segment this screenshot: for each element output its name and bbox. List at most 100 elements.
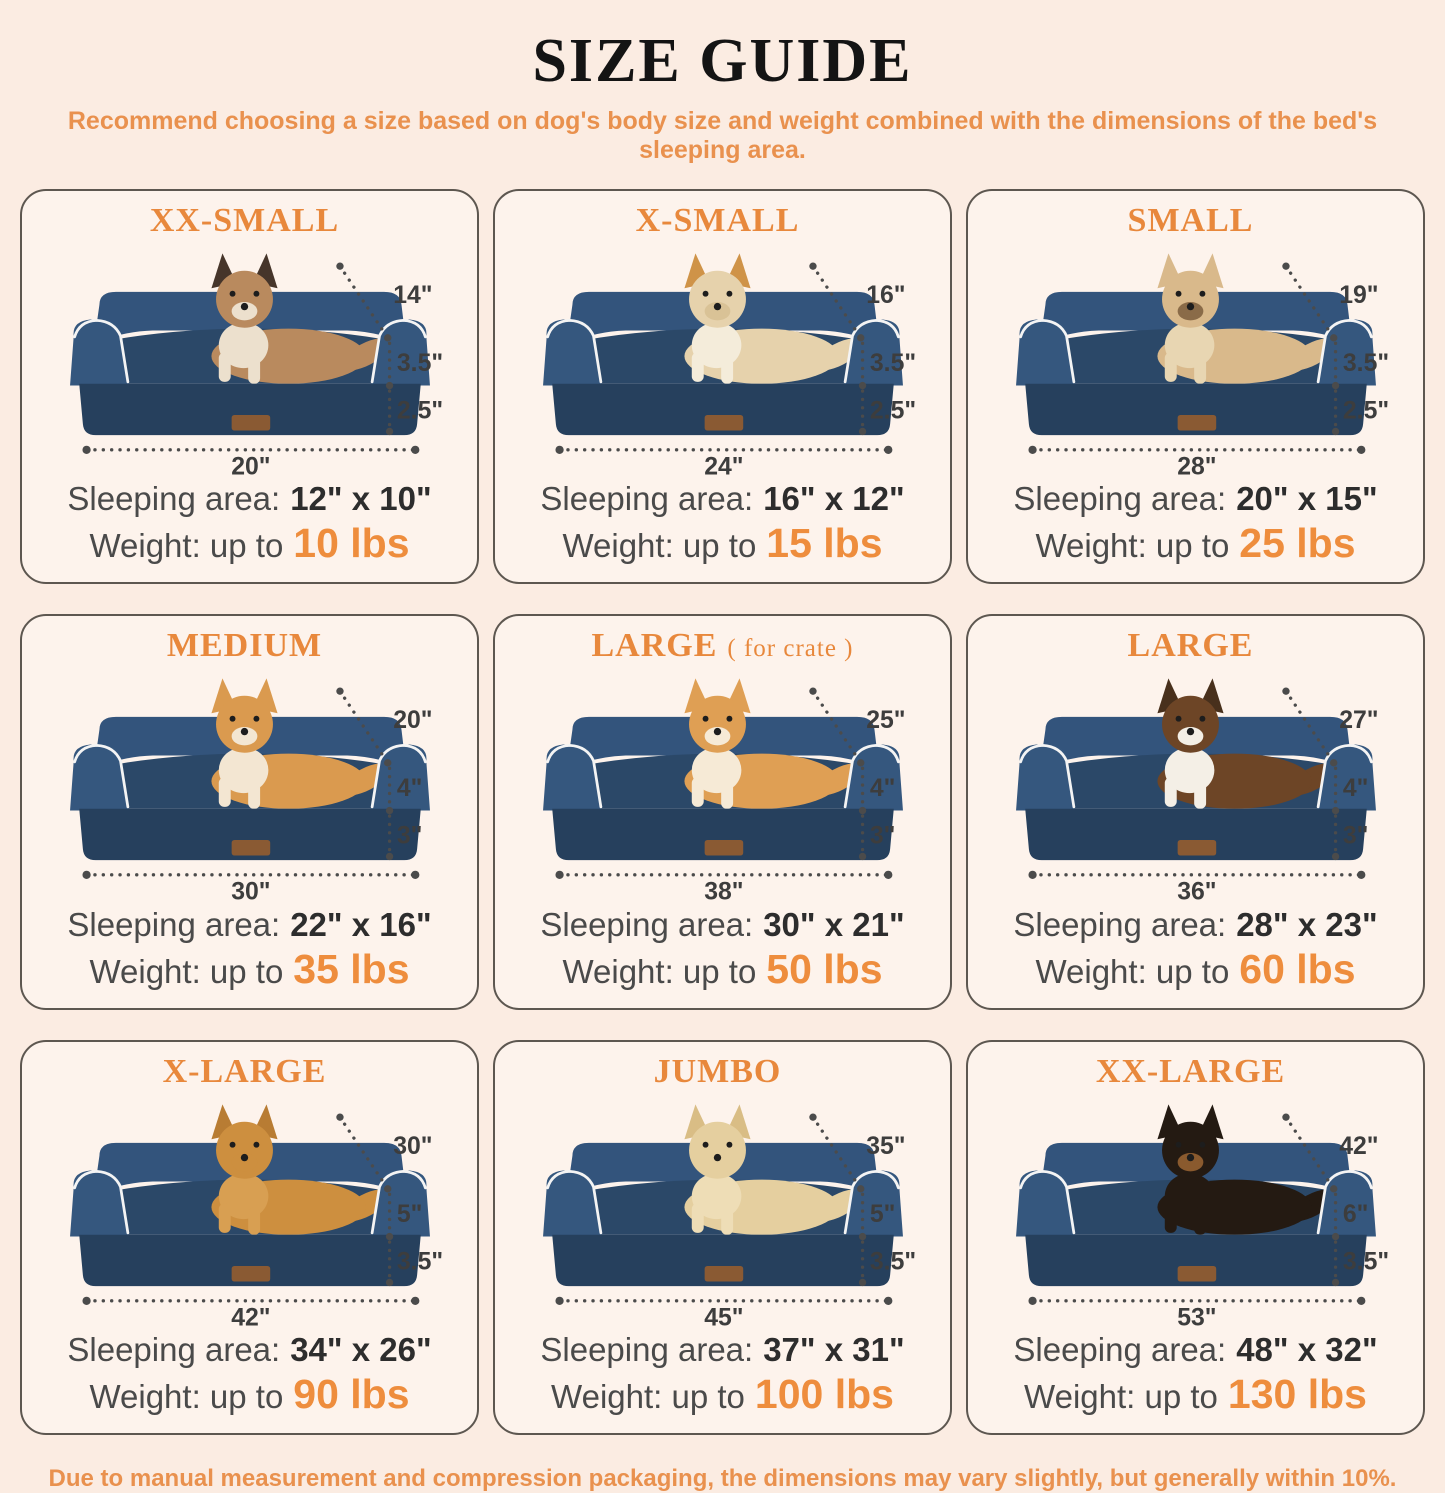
sleeping-area-line: Sleeping area: 34" x 26" [67, 1328, 431, 1372]
bed-illustration: 42" 6" 3.5" 53" [994, 1097, 1398, 1328]
bed-label-tag [1177, 1265, 1216, 1282]
size-cards-grid: XX-SMALL [20, 189, 1425, 1436]
sleeping-area-label: Sleeping area: [540, 480, 754, 518]
dim-width-label: 36" [1177, 879, 1216, 903]
dimension-lines [554, 687, 892, 880]
dim-base-height-label: 2.5" [396, 398, 442, 425]
size-card: X-LARGE [20, 1039, 479, 1436]
sleeping-area-label: Sleeping area: [540, 1331, 754, 1369]
size-name-text: X-LARGE [162, 1052, 327, 1090]
dimension-lines [554, 262, 892, 454]
bed-diagram: 19" 3.5" 2.5" 28" [1015, 253, 1389, 478]
bed-front-graphic [69, 1169, 430, 1286]
dim-arm-height-label: 4" [396, 775, 422, 802]
dim-base-height-label: 2.5" [869, 398, 915, 425]
dim-width-label: 45" [704, 1304, 743, 1328]
sleeping-area-value: 48" x 32" [1236, 1331, 1378, 1369]
size-name-text: LARGE [1127, 627, 1254, 665]
sleeping-area-line: Sleeping area: 28" x 23" [1013, 903, 1377, 947]
size-name: LARGE ( for crate ) [591, 626, 853, 669]
dim-arm-height-label: 3.5" [1342, 350, 1388, 377]
sleeping-area-line: Sleeping area: 22" x 16" [67, 903, 431, 947]
dim-arm-height-label: 6" [1342, 1201, 1368, 1228]
size-name-text: XX-SMALL [149, 202, 340, 239]
dim-arm-height-label: 5" [869, 1201, 895, 1228]
bed-illustration: 14" 3.5" 2.5" 20" [48, 246, 452, 477]
size-card: XX-LARGE [966, 1039, 1425, 1436]
weight-value: 90 lbs [293, 1371, 410, 1418]
dim-width-label: 28" [1177, 454, 1216, 478]
dim-depth-label: 20" [393, 707, 432, 734]
bed-illustration: 16" 3.5" 2.5" 24" [521, 246, 925, 477]
bed-label-tag [704, 1265, 743, 1282]
bed-illustration: 19" 3.5" 2.5" 28" [994, 246, 1398, 477]
dim-arm-height-label: 4" [869, 775, 895, 802]
size-card: LARGE ( for crate ) [493, 614, 952, 1010]
dim-depth-label: 19" [1339, 282, 1378, 309]
bed-diagram: 35" 5" 3.5" 45" [542, 1104, 916, 1328]
pet-silhouette [1156, 253, 1337, 384]
weight-value: 10 lbs [293, 520, 410, 567]
bed-diagram: 14" 3.5" 2.5" 20" [69, 253, 443, 478]
sleeping-area-value: 28" x 23" [1236, 905, 1378, 943]
size-name: JUMBO [654, 1052, 792, 1095]
weight-value: 15 lbs [766, 520, 883, 567]
size-card: JUMBO [493, 1039, 952, 1436]
sleeping-area-value: 37" x 31" [763, 1331, 905, 1369]
sleeping-area-value: 30" x 21" [763, 905, 905, 943]
bed-diagram: 42" 6" 3.5" 53" [1015, 1104, 1389, 1328]
weight-label: Weight: up to [562, 952, 757, 990]
size-name: LARGE [1128, 626, 1264, 669]
bed-label-tag [704, 840, 743, 856]
bed-label-tag [231, 1265, 270, 1282]
bed-front-graphic [1015, 318, 1376, 436]
bed-diagram: 27" 4" 3" 36" [1015, 678, 1378, 903]
dim-width-label: 30" [231, 879, 270, 903]
sleeping-area-line: Sleeping area: 12" x 10" [67, 477, 431, 521]
weight-line: Weight: up to 100 lbs [551, 1372, 894, 1419]
bed-diagram: 25" 4" 3" 38" [542, 678, 905, 903]
dim-depth-label: 30" [393, 1133, 432, 1160]
dim-base-height-label: 3" [396, 823, 422, 850]
sleeping-area-label: Sleeping area: [1013, 480, 1227, 518]
dim-width-label: 42" [231, 1304, 270, 1328]
bed-front-graphic [542, 318, 903, 436]
bed-diagram: 20" 4" 3" 30" [69, 678, 432, 903]
size-name-text: XX-LARGE [1095, 1052, 1286, 1090]
bed-illustration: 27" 4" 3" 36" [994, 671, 1398, 903]
dim-width-label: 24" [704, 454, 743, 478]
bed-label-tag [231, 414, 270, 431]
pet-silhouette [210, 1104, 391, 1235]
sleeping-area-label: Sleeping area: [1013, 905, 1227, 943]
bed-label-tag [1177, 414, 1216, 431]
sleeping-area-line: Sleeping area: 16" x 12" [540, 477, 904, 521]
dim-base-height-label: 3" [869, 823, 895, 850]
size-name-text: X-SMALL [635, 202, 800, 239]
size-name: X-LARGE [163, 1052, 337, 1095]
weight-value: 25 lbs [1239, 520, 1356, 567]
dim-width-label: 38" [704, 879, 743, 903]
dimension-lines [81, 262, 419, 454]
weight-value: 60 lbs [1239, 945, 1356, 992]
bed-front-graphic [69, 744, 430, 861]
dimension-lines [81, 1113, 419, 1305]
dim-depth-label: 42" [1339, 1133, 1378, 1160]
dim-depth-label: 35" [866, 1133, 905, 1160]
sleeping-area-line: Sleeping area: 48" x 32" [1013, 1328, 1377, 1372]
weight-label: Weight: up to [1035, 527, 1230, 565]
weight-value: 35 lbs [293, 945, 410, 992]
dim-depth-label: 16" [866, 282, 905, 309]
size-name-text: JUMBO [653, 1052, 782, 1090]
dim-width-label: 20" [231, 454, 270, 478]
weight-label: Weight: up to [89, 952, 284, 990]
size-name: MEDIUM [167, 626, 332, 669]
size-name-text: SMALL [1127, 202, 1254, 239]
weight-line: Weight: up to 130 lbs [1024, 1372, 1367, 1419]
dim-arm-height-label: 3.5" [396, 350, 442, 377]
dim-depth-label: 25" [866, 707, 905, 734]
weight-line: Weight: up to 60 lbs [1035, 947, 1355, 994]
bed-illustration: 25" 4" 3" 38" [521, 671, 925, 903]
weight-label: Weight: up to [1035, 952, 1230, 990]
sleeping-area-value: 12" x 10" [290, 480, 432, 518]
dim-width-label: 53" [1177, 1304, 1216, 1328]
